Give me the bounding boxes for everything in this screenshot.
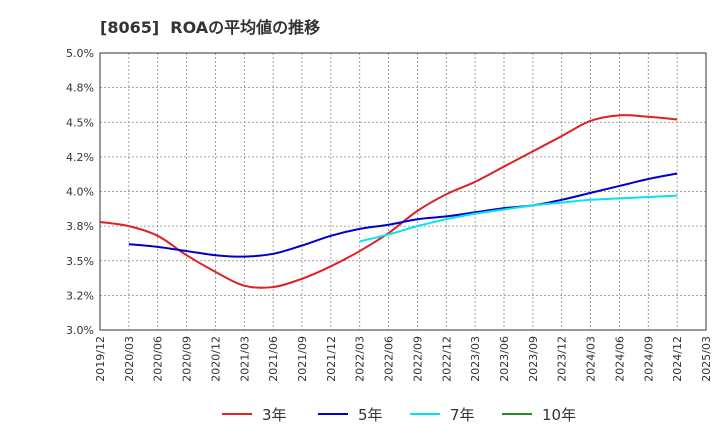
x-tick-label: 2023/03 bbox=[469, 336, 482, 382]
y-tick-label: 3.5% bbox=[66, 255, 94, 268]
x-tick-label: 2024/09 bbox=[642, 336, 655, 382]
series-line-1 bbox=[99, 114, 678, 289]
x-tick-label: 2021/09 bbox=[296, 336, 309, 382]
x-tick-label: 2020/09 bbox=[181, 336, 194, 382]
x-tick-label: 2022/03 bbox=[354, 336, 367, 382]
x-tick-label: 2024/03 bbox=[585, 336, 598, 382]
x-tick-label: 2020/06 bbox=[152, 336, 165, 382]
y-axis-ticks: 5.0% 4.8% 4.5% 4.2% 4.0% 3.8% 3.5% 3.2% 3.0% bbox=[66, 47, 94, 337]
plot-area-frame bbox=[99, 52, 707, 331]
x-tick-label: 2021/03 bbox=[238, 336, 251, 382]
y-tick-label: 3.0% bbox=[66, 324, 94, 337]
y-tick-label: 3.2% bbox=[66, 289, 94, 302]
legend: 3年 5年 7年 10年 bbox=[222, 406, 576, 424]
x-tick-label: 2020/03 bbox=[123, 336, 136, 382]
legend-label-3: 7年 bbox=[450, 406, 475, 424]
y-tick-label: 5.0% bbox=[66, 47, 94, 60]
x-tick-label: 2025/03 bbox=[700, 336, 713, 382]
x-tick-label: 2024/12 bbox=[671, 336, 684, 382]
x-tick-label: 2022/12 bbox=[440, 336, 453, 382]
x-tick-label: 2024/06 bbox=[613, 336, 626, 382]
legend-label-2: 5年 bbox=[358, 406, 383, 424]
x-tick-label: 2020/12 bbox=[209, 336, 222, 382]
y-tick-label: 4.8% bbox=[66, 82, 94, 95]
x-tick-label: 2023/09 bbox=[527, 336, 540, 382]
x-tick-label: 2022/09 bbox=[411, 336, 424, 382]
x-tick-label: 2021/06 bbox=[267, 336, 280, 382]
x-tick-label: 2021/12 bbox=[325, 336, 338, 382]
legend-label-4: 10年 bbox=[542, 406, 576, 424]
legend-label-1: 3年 bbox=[262, 406, 287, 424]
grid-layer bbox=[100, 53, 706, 330]
y-tick-label: 3.8% bbox=[66, 220, 94, 233]
y-tick-label: 4.5% bbox=[66, 116, 94, 129]
y-tick-label: 4.0% bbox=[66, 186, 94, 199]
series-layer bbox=[99, 114, 678, 289]
x-axis-ticks: 2019/12 2020/03 2020/06 2020/09 2020/12 2021/… bbox=[94, 336, 713, 382]
x-tick-label: 2023/12 bbox=[556, 336, 569, 382]
y-tick-label: 4.2% bbox=[66, 151, 94, 164]
x-tick-label: 2022/06 bbox=[383, 336, 396, 382]
series-line-3 bbox=[359, 194, 678, 243]
chart-title: [8065] ROAの平均値の推移 bbox=[100, 18, 321, 37]
x-tick-label: 2019/12 bbox=[94, 336, 107, 382]
series-line-2 bbox=[128, 172, 678, 258]
x-tick-label: 2023/06 bbox=[498, 336, 511, 382]
